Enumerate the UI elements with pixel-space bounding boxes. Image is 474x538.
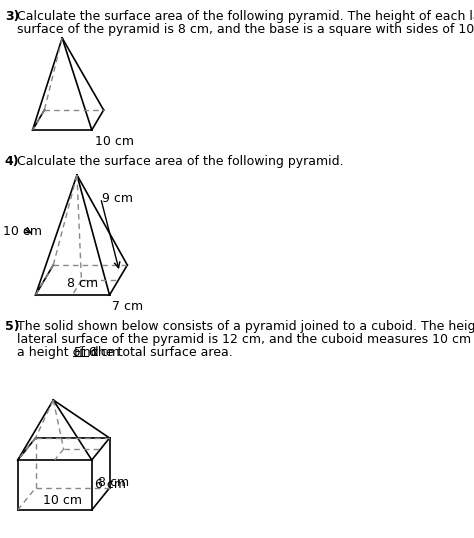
Text: Calculate the surface area of the following pyramid. The height of each lateral: Calculate the surface area of the follow… <box>17 10 474 23</box>
Text: 8 cm: 8 cm <box>98 476 129 489</box>
Text: 7 cm: 7 cm <box>112 300 144 313</box>
Text: 10 cm: 10 cm <box>43 494 82 507</box>
Text: 4): 4) <box>5 155 19 168</box>
Text: a height of 6 cm.: a height of 6 cm. <box>17 346 128 359</box>
Text: Calculate the surface area of the following pyramid.: Calculate the surface area of the follow… <box>17 155 343 168</box>
Text: lateral surface of the pyramid is 12 cm, and the cuboid measures 10 cm by 8 cm w: lateral surface of the pyramid is 12 cm,… <box>17 333 474 346</box>
Text: 9 cm: 9 cm <box>102 192 133 205</box>
Text: The solid shown below consists of a pyramid joined to a cuboid. The height of ea: The solid shown below consists of a pyra… <box>17 320 474 333</box>
Text: 10 cm: 10 cm <box>3 225 42 238</box>
Text: 5): 5) <box>5 320 19 333</box>
Text: 3): 3) <box>5 10 19 23</box>
Text: 8 cm: 8 cm <box>67 277 98 290</box>
Text: 6 cm: 6 cm <box>95 478 126 492</box>
Text: Find: Find <box>73 346 99 359</box>
Text: surface of the pyramid is 8 cm, and the base is a square with sides of 10 cm.: surface of the pyramid is 8 cm, and the … <box>17 23 474 36</box>
Text: the total surface area.: the total surface area. <box>89 346 233 359</box>
Text: 10 cm: 10 cm <box>95 135 134 148</box>
